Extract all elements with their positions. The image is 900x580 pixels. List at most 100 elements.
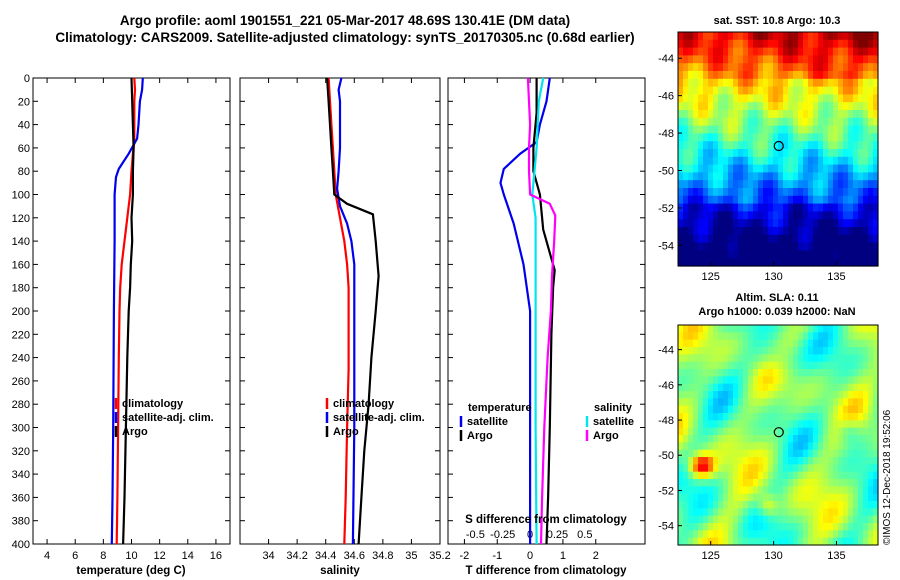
sla_map-cell	[868, 332, 874, 341]
sst_map-cell	[763, 250, 769, 259]
sla_map-cell	[763, 449, 769, 458]
sla_map-cell	[693, 464, 699, 473]
sla_map-cell	[798, 391, 804, 399]
sst_map-cell	[828, 180, 834, 189]
sla_map-cell	[773, 457, 779, 465]
sst_map-cell	[758, 195, 764, 205]
salinity-xtick-label: 35	[405, 550, 417, 562]
sst_map-cell	[813, 141, 819, 150]
sla_map-cell	[788, 508, 794, 517]
sla_map-cell	[778, 515, 784, 524]
sst_map-cell	[678, 94, 684, 103]
sst_map-cell	[823, 39, 829, 49]
sst_map-cell	[803, 149, 809, 158]
sst_map-cell	[753, 141, 759, 150]
sst_map-cell	[748, 188, 754, 197]
sst_map-cell	[833, 219, 839, 228]
sla_map-cell	[713, 508, 719, 517]
sla_map-cell	[853, 420, 859, 429]
sst_map-cell	[773, 39, 779, 49]
sla_map-cell	[853, 486, 859, 495]
sla_map-cell	[873, 398, 879, 407]
sla_map-cell	[733, 530, 739, 539]
sst_map-cell	[873, 55, 879, 64]
sla_map-cell	[708, 464, 714, 473]
sla_map-cell	[838, 537, 844, 546]
sla_map-cell	[708, 449, 714, 458]
legend-label: Argo	[467, 430, 493, 442]
sla_map-cell	[783, 354, 789, 363]
sla_map-cell	[818, 354, 824, 363]
sla_map-cell	[808, 325, 814, 333]
sla_map-cell	[723, 508, 729, 517]
sla_map-cell	[678, 369, 684, 377]
sst_map-cell	[783, 219, 789, 228]
sla_map-cell	[693, 530, 699, 539]
sla_map-cell	[683, 457, 689, 465]
sst_map-cell	[738, 141, 744, 150]
sla_map-cell	[808, 479, 814, 487]
sla_map-cell	[803, 405, 809, 414]
sla_map-cell	[828, 420, 834, 429]
sst_map-cell	[758, 47, 764, 56]
sst_map-cell	[733, 219, 739, 228]
sst_map-cell	[698, 195, 704, 205]
sla_map-cell	[678, 442, 684, 451]
sst_map-cell	[678, 172, 684, 181]
sla_map-cell	[758, 361, 764, 370]
sst_map-cell	[828, 133, 834, 142]
sst_map-cell	[763, 47, 769, 56]
sla_map-cell	[703, 435, 709, 443]
sla_map-cell	[693, 508, 699, 517]
sst_map-cell	[753, 47, 759, 56]
sla_map-cell	[688, 501, 694, 509]
sla_map-cell	[708, 523, 714, 531]
sla_map-cell	[778, 347, 784, 355]
sla_map-cell	[678, 361, 684, 370]
sst_map-cell	[733, 141, 739, 150]
sla_map-cell	[868, 427, 874, 436]
sla_map-cell	[708, 515, 714, 524]
sla_map-cell	[853, 435, 859, 443]
sla_map-cell	[788, 449, 794, 458]
sla_map-cell	[678, 413, 684, 421]
sst_map-cell	[848, 117, 854, 127]
sla_map-cell	[698, 471, 704, 480]
sla_map-cell	[793, 471, 799, 480]
sst_map-cell	[718, 63, 724, 72]
sla_map-cell	[743, 398, 749, 407]
sla_map-cell	[843, 493, 849, 502]
sla_map-cell	[768, 508, 774, 517]
sla_map-cell	[688, 339, 694, 348]
sla_map-cell	[868, 501, 874, 509]
sla_map-cell	[788, 486, 794, 495]
depth-tick-label: 0	[24, 73, 30, 85]
sla_map-cell	[858, 405, 864, 414]
sla_map-cell	[733, 457, 739, 465]
sla_map-cell	[713, 391, 719, 399]
sla_map-cell	[678, 501, 684, 509]
legend-label: satellite-adj. clim.	[333, 412, 425, 424]
sla_map-cell	[803, 471, 809, 480]
sla_map-cell	[853, 449, 859, 458]
sst_map-cell	[688, 71, 694, 80]
sla_map-cell	[858, 515, 864, 524]
sla_map-cell	[763, 369, 769, 377]
sla_map-cell	[823, 354, 829, 363]
sla_map-cell	[753, 435, 759, 443]
sla_map-cell	[868, 420, 874, 429]
sla_map-cell	[778, 501, 784, 509]
sla_map-cell	[823, 442, 829, 451]
sst_map-cell	[723, 227, 729, 236]
sla_map-cell	[823, 486, 829, 495]
sst_map-cell	[723, 78, 729, 88]
sla_map-cell	[793, 501, 799, 509]
sla_map-cell	[723, 464, 729, 473]
sst_map-cell	[863, 250, 869, 259]
sla_map-cell	[808, 471, 814, 480]
sla_map-cell	[703, 347, 709, 355]
sst_map-cell	[763, 94, 769, 103]
sst_map-cell	[683, 63, 689, 72]
sst_map-cell	[753, 172, 759, 181]
sst_map-cell	[873, 102, 879, 111]
